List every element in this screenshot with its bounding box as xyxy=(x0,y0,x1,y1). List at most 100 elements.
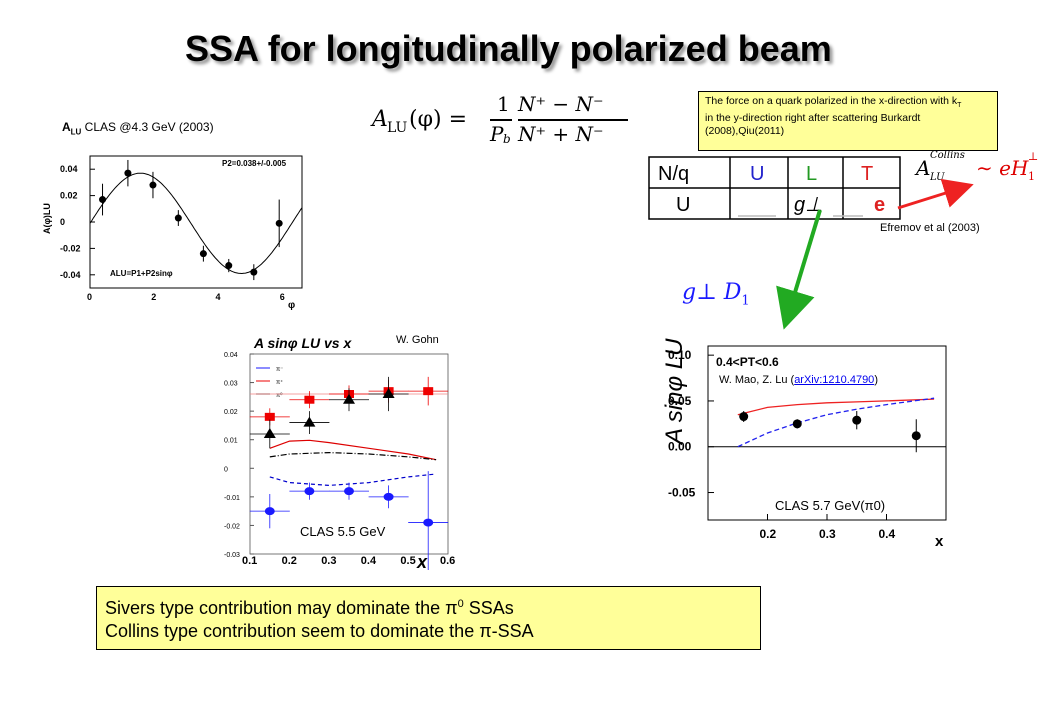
formula-frac2-num: N⁺ − N⁻ xyxy=(518,92,604,116)
collins-lhs-sub: LU xyxy=(930,172,945,183)
red-arrow xyxy=(897,178,974,210)
chart2-legend-label: π⁻ xyxy=(276,367,283,373)
clas55-label: CLAS 5.5 GeV xyxy=(300,524,386,539)
chart1-xtick-label: 2 xyxy=(151,292,156,302)
chart2-model-curve xyxy=(269,439,437,461)
green-arrow xyxy=(776,209,822,330)
chart3-xtick-label: 0.2 xyxy=(760,527,777,541)
chart1-xtick-label: 4 xyxy=(215,292,220,302)
chart2-point-piminus xyxy=(423,518,434,527)
chart2-ytick-label: 0.03 xyxy=(224,381,238,388)
collins-rhs-sup: ⊥ xyxy=(1028,150,1039,163)
summary-box: Sivers type contribution may dominate th… xyxy=(96,586,761,650)
tmd-table: N/q U L T U g⊥ e xyxy=(648,156,901,220)
table-cell-e: e xyxy=(874,194,885,216)
mao-label: W. Mao, Z. Lu (arXiv:1210.4790) xyxy=(719,374,878,386)
summary-line1-sup: 0 xyxy=(457,598,464,610)
chart2-ytick-label: -0.03 xyxy=(224,552,240,559)
chart1-xtick-label: 6 xyxy=(280,292,285,302)
chart3-ylabel: A sinφ LU xyxy=(661,338,688,446)
chart3-model-curve xyxy=(737,397,935,448)
mao-label-close: ) xyxy=(874,374,878,386)
chart2-point-piplus xyxy=(264,412,275,421)
chart2-legend-label: π⁰ xyxy=(276,392,283,399)
chart1-ytick-label: -0.02 xyxy=(60,243,81,253)
chart1-annotation: P2=0.038+/-0.005 xyxy=(222,159,287,168)
chart2-point-pizero xyxy=(303,416,316,427)
chart1-ytick-label: 0.02 xyxy=(60,191,78,201)
chart2-xlabel: x xyxy=(416,552,428,570)
chart2-point-pizero xyxy=(263,428,276,438)
efremov-ref: Efremov et al (2003) xyxy=(880,222,980,234)
chart2-model-curve xyxy=(269,451,437,461)
chart2-point-piplus xyxy=(304,395,315,404)
gohn-label: W. Gohn xyxy=(396,334,439,346)
collins-rhs: ∼ eH xyxy=(976,156,1029,180)
chart2-point-piplus xyxy=(423,387,434,396)
chart1-data-point xyxy=(124,169,132,177)
chart1-fit-label: ALU=P1+P2sinφ xyxy=(110,269,173,278)
chart2-ytick-label: -0.02 xyxy=(224,523,240,530)
chart2-xtick-label: 0.5 xyxy=(400,555,415,567)
chart1-xlabel: φ xyxy=(288,300,295,310)
chart2-ytick-label: 0.04 xyxy=(224,352,238,359)
formula-lhs: A xyxy=(372,107,388,132)
chart3-data-point xyxy=(852,415,862,425)
chart2-point-pizero xyxy=(343,393,355,404)
chart2-ytick-label: 0 xyxy=(224,466,228,473)
chart1-ytick-label: 0 xyxy=(60,217,65,227)
chart3-xlabel: x xyxy=(935,533,944,550)
chart-clas43: A(φ)LU φ P2=0.038+/-0.005 ALU=P1+P2sinφ … xyxy=(42,155,303,310)
chart3-annotation: 0.4<PT<0.6 xyxy=(716,355,779,369)
table-header-l: L xyxy=(806,163,817,185)
collins-formula: A Collins LU ∼ eH ⊥ 1 xyxy=(916,148,1046,188)
chart2-xtick-label: 0.3 xyxy=(321,555,336,567)
clas43-label-rest: CLAS @4.3 GeV (2003) xyxy=(81,120,214,134)
chart1-data-point xyxy=(250,268,258,276)
chart2-legend-label: π⁺ xyxy=(276,379,283,386)
chart2-point-piminus xyxy=(344,487,354,496)
collins-lhs-sup: Collins xyxy=(930,150,965,161)
chart2-point-piminus xyxy=(383,492,394,501)
formula-frac2-den: N⁺ + N⁻ xyxy=(518,122,604,146)
chart-clas55: A sinφ LU vs x x π⁻ π⁺ π⁰ 0.1 0.2 0.3 0.4 0.5 0… xyxy=(224,335,455,570)
chart1-fit-curve xyxy=(89,172,303,275)
chart3-data-point xyxy=(792,419,802,429)
chart2-ytick-label: 0.01 xyxy=(224,438,238,445)
summary-line1-pre: Sivers type contribution may dominate th… xyxy=(105,598,458,618)
chart3-data-point xyxy=(911,431,921,441)
chart3-xtick-label: 0.3 xyxy=(819,527,836,541)
chart1-ytick-label: 0.04 xyxy=(60,164,78,174)
force-line1: The force on a quark polarized in the x-… xyxy=(705,95,958,107)
force-line2: in the y-direction right after scatterin… xyxy=(705,112,921,125)
table-row-u: U xyxy=(676,194,690,216)
chart1-data-point xyxy=(149,181,157,189)
force-note-box: The force on a quark polarized in the x-… xyxy=(698,91,998,151)
table-header-nq: N/q xyxy=(658,163,689,185)
clas43-label-a: A xyxy=(62,120,71,134)
formula-frac1-den: P xyxy=(490,122,504,146)
slide-title: SSA for longitudinally polarized beam xyxy=(185,28,832,69)
formula-lhs-sub: LU xyxy=(387,120,408,136)
chart1-data-point xyxy=(99,196,107,204)
chart2-point-piminus xyxy=(264,507,275,516)
mao-arxiv-link[interactable]: arXiv:1210.4790 xyxy=(794,374,875,386)
mao-label-text: W. Mao, Z. Lu ( xyxy=(719,374,795,386)
chart3-ytick-label: 0.10 xyxy=(668,348,692,362)
formula-frac1-bar xyxy=(490,119,512,121)
chart3-ytick-label: 0.00 xyxy=(668,440,692,454)
summary-line2: Collins type contribution seem to domina… xyxy=(105,621,534,641)
chart2-xtick-label: 0.4 xyxy=(361,555,377,567)
table-header-t: T xyxy=(861,163,873,185)
chart3-ytick-label: -0.05 xyxy=(668,486,696,500)
chart2-ytick-label: 0.02 xyxy=(224,409,238,416)
chart1-xtick-label: 0 xyxy=(87,292,92,302)
chart1-data-point xyxy=(225,262,233,270)
chart2-xtick-label: 0.1 xyxy=(242,555,257,567)
chart3-ytick-label: 0.05 xyxy=(668,394,692,408)
chart3-model-curve xyxy=(737,398,935,416)
chart3-data-point xyxy=(739,412,749,422)
clas57-label: CLAS 5.7 GeV(π0) xyxy=(775,498,886,513)
formula-lhs-arg: (φ) = xyxy=(409,107,467,132)
